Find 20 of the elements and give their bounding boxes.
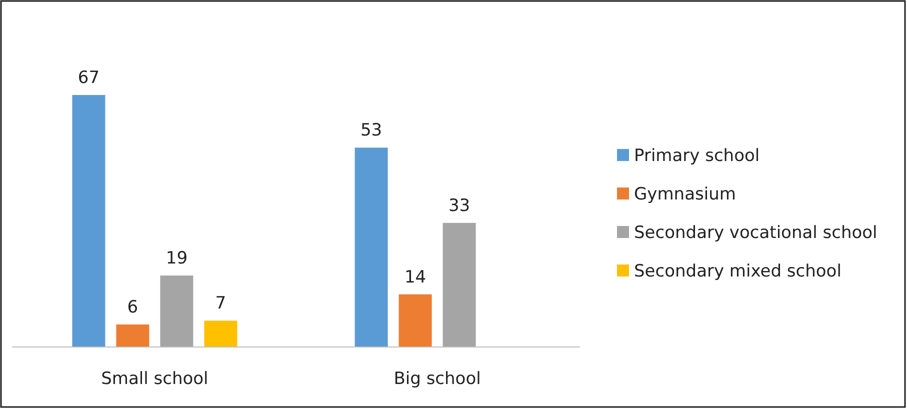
data-label: 14 xyxy=(404,267,426,288)
bar xyxy=(398,294,432,347)
legend-label: Secondary vocational school xyxy=(634,223,878,243)
bar xyxy=(442,222,476,347)
data-label: 6 xyxy=(127,297,138,318)
data-label: 33 xyxy=(448,196,470,216)
data-label: 19 xyxy=(166,248,188,269)
bar xyxy=(116,324,150,347)
legend-label: Primary school xyxy=(634,146,760,166)
bar xyxy=(160,276,194,347)
data-label: 7 xyxy=(215,294,226,314)
bar xyxy=(72,95,106,347)
legend-label: Gymnasium xyxy=(634,184,736,204)
bar xyxy=(354,148,388,347)
data-label: 67 xyxy=(78,68,100,88)
data-label: 53 xyxy=(360,120,382,141)
legend-label: Secondary mixed school xyxy=(634,262,842,282)
bar xyxy=(204,320,238,347)
x-tick-label: Big school xyxy=(394,369,481,389)
x-tick-label: Small school xyxy=(101,369,208,389)
